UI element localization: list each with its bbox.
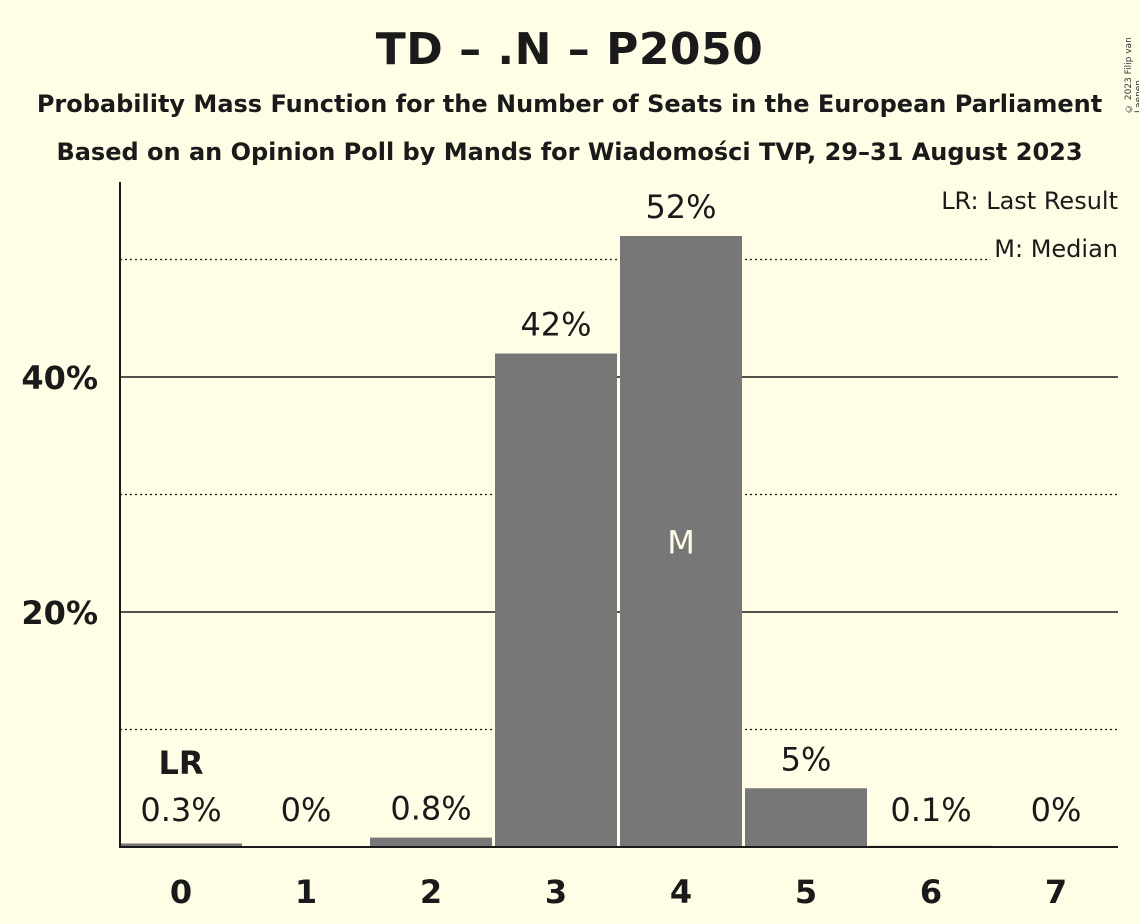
legend-background	[990, 235, 1118, 263]
y-tick-label: 20%	[21, 594, 98, 632]
data-label: 0%	[281, 791, 332, 829]
chart-source: Based on an Opinion Poll by Mands for Wi…	[56, 138, 1083, 166]
data-label: 0.3%	[140, 791, 221, 829]
bar	[620, 236, 742, 847]
legend-median: M: Median	[994, 235, 1118, 263]
x-tick-label: 1	[295, 873, 317, 911]
data-label: 42%	[520, 306, 591, 344]
x-tick-label: 3	[545, 873, 567, 911]
data-label: 5%	[781, 740, 832, 778]
gridlines	[120, 258, 1118, 731]
axes: 20% 40% 0 1 2 3 4 5 6 7	[21, 182, 1118, 911]
last-result-marker: LR	[158, 744, 203, 782]
x-tick-label: 4	[670, 873, 692, 911]
x-tick-label: 2	[420, 873, 442, 911]
bar	[370, 837, 492, 847]
bar	[745, 788, 867, 847]
bar	[495, 353, 617, 847]
y-tick-label: 40%	[21, 359, 98, 397]
x-tick-label: 7	[1045, 873, 1067, 911]
x-tick-label: 6	[920, 873, 942, 911]
data-labels: 0.3% LR 0% 0.8% 42% 52% M 5% 0.1% 0%	[140, 188, 1081, 829]
x-tick-label: 5	[795, 873, 817, 911]
data-label: 0%	[1031, 791, 1082, 829]
data-label: 52%	[645, 188, 716, 226]
data-label: 0.1%	[890, 791, 971, 829]
bar	[120, 843, 242, 847]
legend-last-result: LR: Last Result	[941, 187, 1118, 215]
chart-subtitle: Probability Mass Function for the Number…	[36, 90, 1103, 118]
x-tick-label: 0	[170, 873, 192, 911]
data-label: 0.8%	[390, 790, 471, 828]
chart-title: TD – .N – P2050	[375, 24, 764, 75]
median-marker: M	[667, 524, 695, 562]
